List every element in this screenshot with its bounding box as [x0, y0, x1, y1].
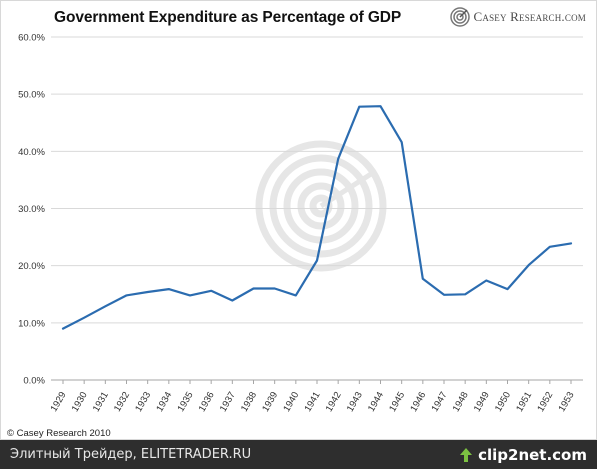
x-tick-label: 1952	[535, 390, 555, 414]
line-chart: 0.0%10.0%20.0%30.0%40.0%50.0%60.0% 1929 1…	[18, 33, 583, 414]
x-tick-label: 1943	[345, 390, 365, 414]
y-tick-label: 0.0%	[23, 376, 45, 387]
chart-frame: Government Expenditure as Percentage of …	[0, 0, 597, 440]
x-tick-label: 1945	[387, 390, 407, 414]
footer-bar: Элитный Трейдер, ELITETRADER.RU clip2net…	[0, 440, 597, 469]
x-tick-label: 1948	[451, 390, 471, 414]
x-tick-label: 1934	[154, 390, 174, 414]
x-tick-label: 1944	[366, 390, 386, 414]
y-tick-label: 30.0%	[18, 204, 45, 215]
watermark-ring	[269, 154, 373, 258]
x-tick-label: 1935	[176, 390, 196, 414]
x-tick-label: 1941	[303, 390, 323, 414]
x-tick-label: 1951	[514, 390, 534, 414]
y-tick-label: 60.0%	[18, 33, 45, 44]
y-tick-label: 20.0%	[18, 261, 45, 272]
x-tick-label: 1946	[408, 390, 428, 414]
chart-title: Government Expenditure as Percentage of …	[54, 9, 402, 26]
brand-logo: Casey Research.com	[449, 7, 586, 27]
y-axis-ticks: 0.0% 10.0% 20.0% 30.0% 40.0% 50.0% 60.0%	[18, 33, 45, 387]
x-tick-label: 1940	[281, 390, 301, 414]
y-tick-label: 40.0%	[18, 147, 45, 158]
series-line	[61, 105, 573, 330]
x-tick-label: 1949	[472, 390, 492, 414]
gridlines	[51, 36, 583, 381]
target-logo-icon	[449, 7, 470, 27]
watermark-ring	[255, 140, 387, 272]
x-tick-label: 1929	[49, 390, 69, 414]
watermark-target-icon	[255, 140, 387, 272]
clip2net-text: clip2net.com	[478, 445, 587, 464]
x-tick-label: 1938	[239, 390, 259, 414]
brand-name: Casey Research.com	[473, 9, 586, 24]
x-tick-label: 1937	[218, 390, 238, 414]
upload-arrow-icon	[460, 447, 473, 462]
x-tick-label: 1930	[70, 390, 90, 414]
copyright-note: © Casey Research 2010	[7, 428, 111, 439]
x-tick-label: 1932	[112, 390, 132, 414]
y-tick-label: 10.0%	[18, 318, 45, 329]
x-tick-label: 1942	[324, 390, 344, 414]
series-polyline	[61, 105, 573, 330]
watermark-ring	[297, 182, 345, 230]
x-tick-label: 1933	[133, 390, 153, 414]
y-tick-label: 50.0%	[18, 90, 45, 101]
x-tick-label: 1950	[493, 390, 513, 414]
x-tick-label: 1939	[260, 390, 280, 414]
x-tick-label: 1953	[557, 390, 577, 414]
x-axis-ticks: 1929 1930 1931 1932 1933 1934 1935 1936 1937 1938…	[49, 380, 577, 414]
x-tick-label: 1936	[197, 390, 217, 414]
clip2net-link[interactable]: clip2net.com	[458, 446, 587, 464]
x-tick-label: 1931	[91, 390, 111, 414]
footer-source-text: Элитный Трейдер, ELITETRADER.RU	[10, 447, 252, 462]
x-tick-label: 1947	[430, 390, 450, 414]
